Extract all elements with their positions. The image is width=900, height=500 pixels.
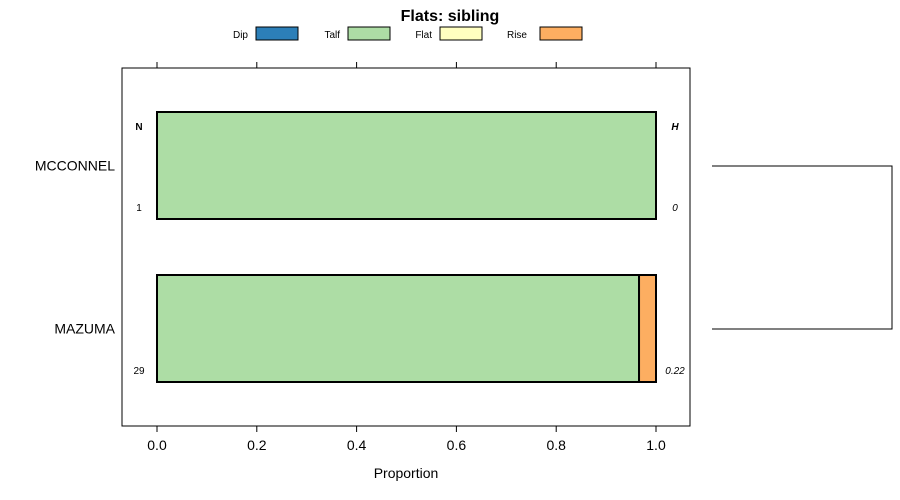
legend-swatch-rise xyxy=(539,26,583,41)
x-tick-label-0: 0.0 xyxy=(147,437,167,453)
bars: MCCONNEL 1 0 MAZUMA 29 0.22 xyxy=(35,111,685,383)
x-axis-ticks: 0.0 0.2 0.4 0.6 0.8 1.0 xyxy=(147,62,666,453)
bar-mazuma-talf xyxy=(156,274,641,383)
n-header: N xyxy=(135,122,142,133)
n-value-mazuma: 29 xyxy=(133,366,145,377)
legend-label-talf: Talf xyxy=(324,30,340,41)
h-value-mcconnel: 0 xyxy=(672,203,678,214)
x-tick-label-3: 0.6 xyxy=(447,437,467,453)
x-tick-label-5: 1.0 xyxy=(646,437,666,453)
x-tick-label-2: 0.4 xyxy=(347,437,367,453)
legend-swatch-flat xyxy=(439,26,483,41)
category-label-mcconnel: MCCONNEL xyxy=(35,158,115,174)
legend-swatch-dip xyxy=(255,26,299,41)
legend-label-dip: Dip xyxy=(233,30,248,41)
bar-mazuma-rise xyxy=(638,274,657,383)
legend-swatch-talf xyxy=(347,26,391,41)
h-value-mazuma: 0.22 xyxy=(665,366,685,377)
h-header: H xyxy=(671,122,679,133)
n-value-mcconnel: 1 xyxy=(136,203,142,214)
x-axis-label: Proportion xyxy=(374,465,439,481)
dendrogram xyxy=(712,165,893,330)
x-tick-label-1: 0.2 xyxy=(247,437,267,453)
legend: Dip Talf Flat Rise xyxy=(233,26,583,41)
chart-title: Flats: sibling xyxy=(401,8,500,25)
category-label-mazuma: MAZUMA xyxy=(54,321,115,337)
legend-label-flat: Flat xyxy=(415,30,432,41)
x-tick-label-4: 0.8 xyxy=(546,437,566,453)
legend-label-rise: Rise xyxy=(507,30,527,41)
plot-frame xyxy=(121,67,691,427)
bar-mcconnel-talf xyxy=(156,111,657,220)
